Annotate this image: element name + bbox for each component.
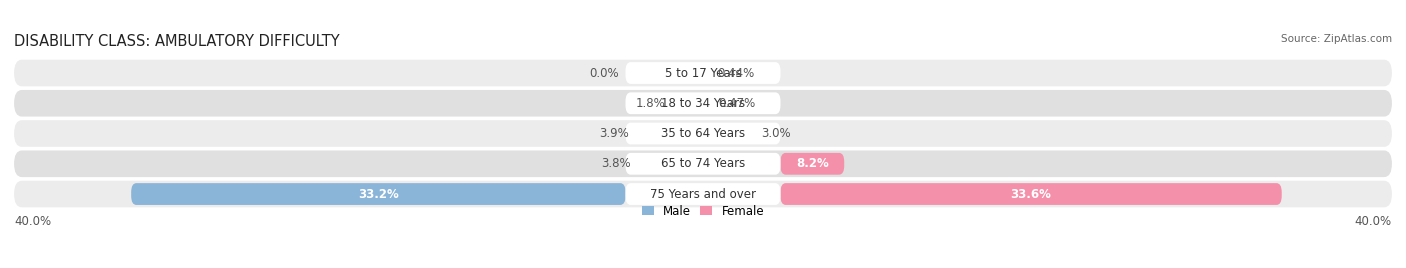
Text: 8.2%: 8.2% [796,157,828,170]
FancyBboxPatch shape [626,123,780,144]
Text: 33.6%: 33.6% [1011,188,1052,200]
Text: 35 to 64 Years: 35 to 64 Years [661,127,745,140]
Text: 5 to 17 Years: 5 to 17 Years [665,66,741,80]
Text: 40.0%: 40.0% [14,215,51,228]
Text: 18 to 34 Years: 18 to 34 Years [661,97,745,110]
Text: 3.8%: 3.8% [600,157,631,170]
Text: 75 Years and over: 75 Years and over [650,188,756,200]
Text: 3.0%: 3.0% [762,127,792,140]
FancyBboxPatch shape [626,153,780,175]
FancyBboxPatch shape [626,92,780,114]
FancyBboxPatch shape [14,120,1392,147]
FancyBboxPatch shape [131,183,626,205]
FancyBboxPatch shape [14,60,1392,86]
FancyBboxPatch shape [14,181,1392,207]
Text: 3.9%: 3.9% [599,127,628,140]
Text: 33.2%: 33.2% [359,188,399,200]
Text: DISABILITY CLASS: AMBULATORY DIFFICULTY: DISABILITY CLASS: AMBULATORY DIFFICULTY [14,34,340,49]
FancyBboxPatch shape [14,150,1392,177]
FancyBboxPatch shape [780,183,1282,205]
Text: 65 to 74 Years: 65 to 74 Years [661,157,745,170]
Text: Source: ZipAtlas.com: Source: ZipAtlas.com [1281,34,1392,44]
Text: 0.47%: 0.47% [718,97,755,110]
FancyBboxPatch shape [780,153,844,175]
Text: 1.8%: 1.8% [636,97,665,110]
Text: 40.0%: 40.0% [1355,215,1392,228]
Legend: Male, Female: Male, Female [641,204,765,218]
FancyBboxPatch shape [626,62,780,84]
Text: 0.0%: 0.0% [589,66,619,80]
FancyBboxPatch shape [14,90,1392,117]
FancyBboxPatch shape [626,183,780,205]
Text: 0.44%: 0.44% [717,66,755,80]
